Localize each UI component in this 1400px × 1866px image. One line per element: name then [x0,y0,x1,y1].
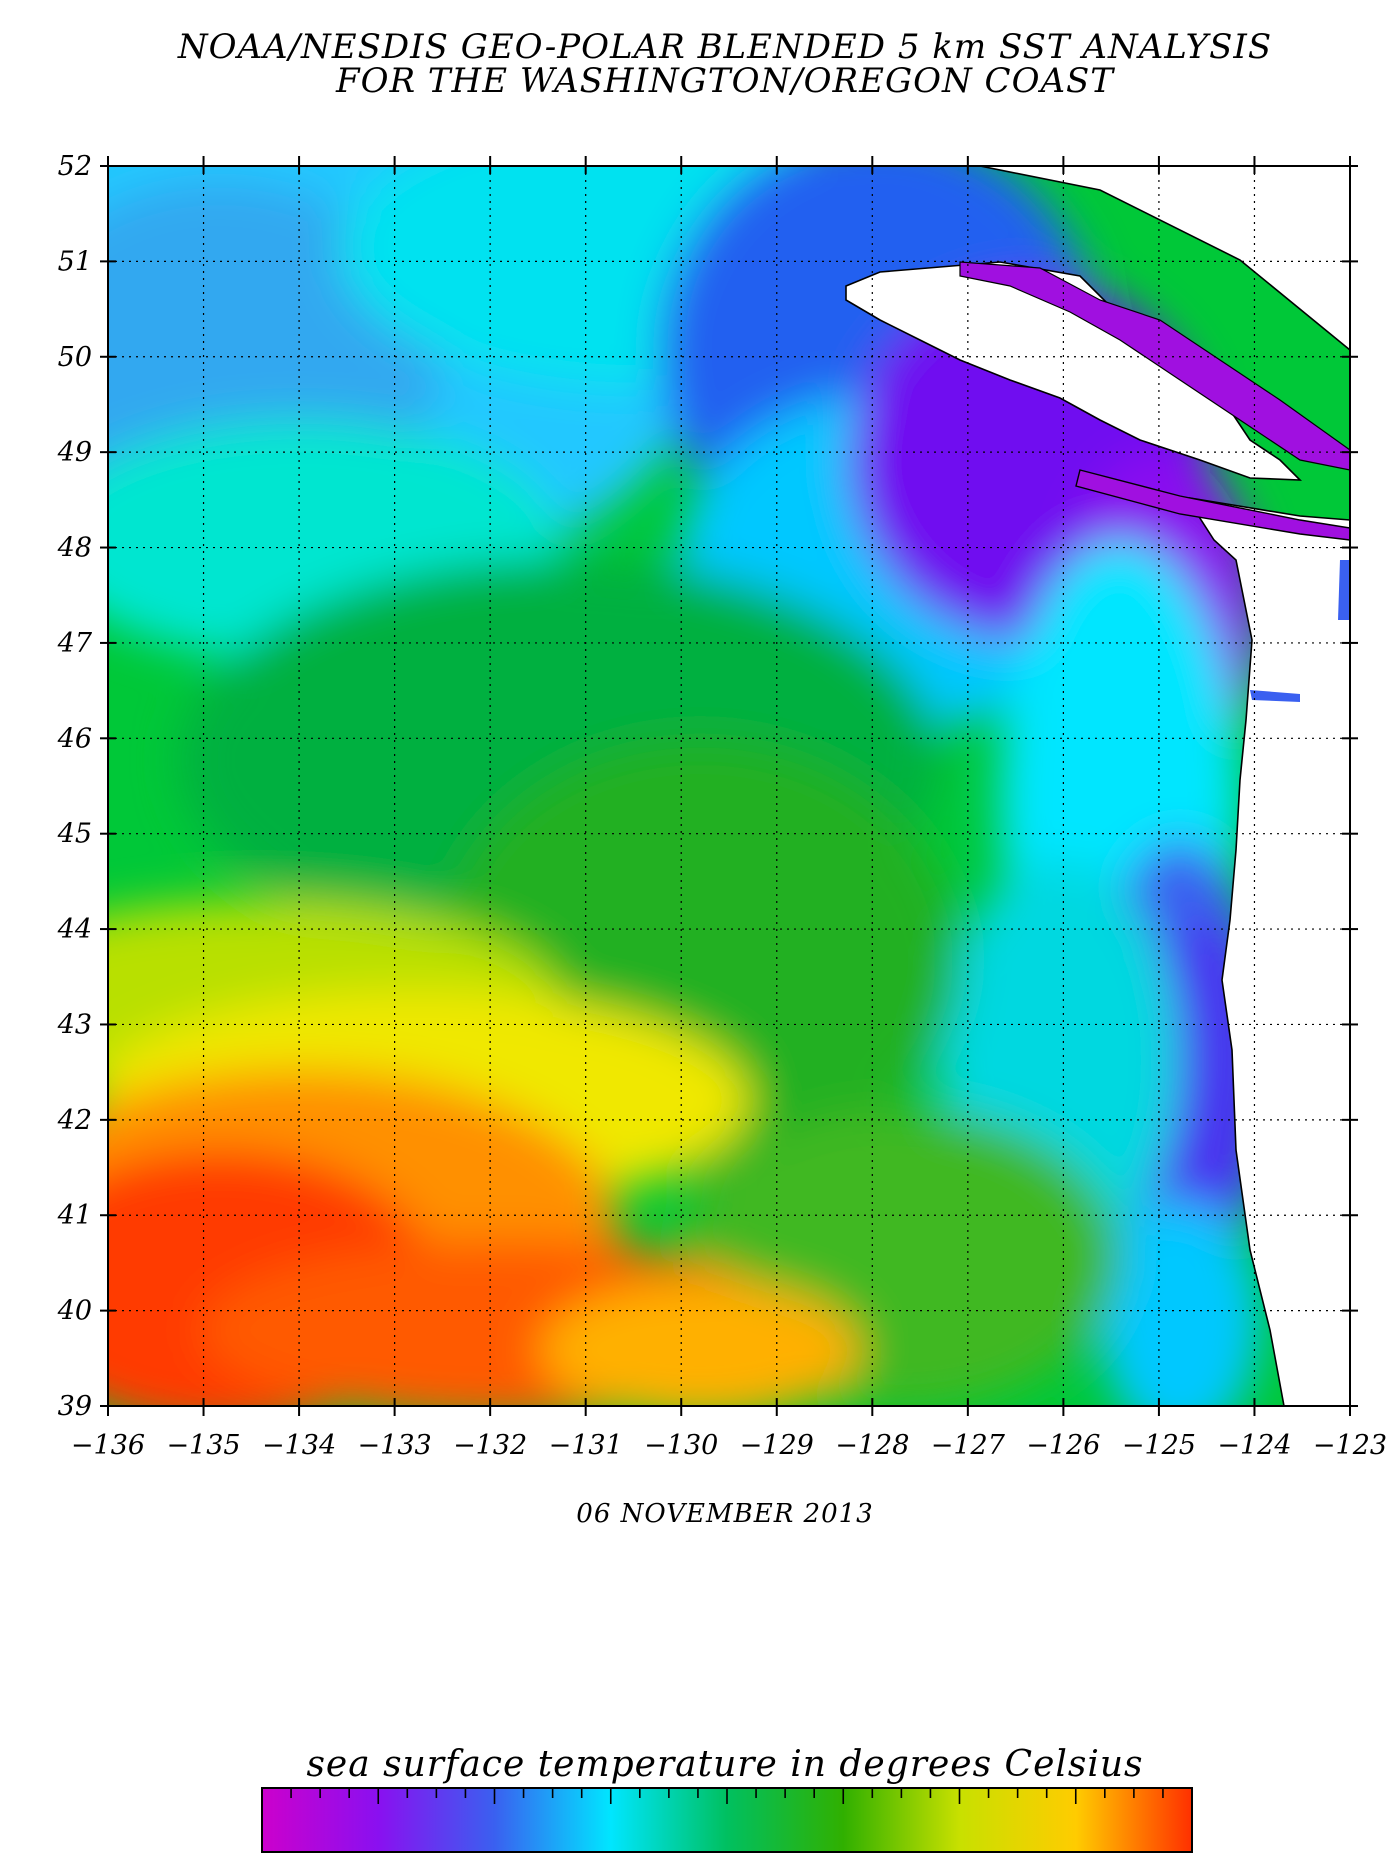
vancouver-island [845,261,1303,481]
lat-label: 42 [57,1105,92,1136]
lon-label: −135 [166,1430,240,1461]
map-title-line2: FOR THE WASHINGTON/OREGON COAST [335,61,1115,101]
strait-of-georgia [959,261,1350,471]
lat-label: 43 [57,1009,92,1040]
colorbar [261,1787,1193,1853]
lon-label: −136 [71,1430,145,1461]
colorbar-ticks [261,1788,1193,1804]
lon-label: −128 [835,1430,909,1461]
latitude-labels: 52 51 50 49 48 47 46 45 44 43 42 41 40 39 [57,151,93,1422]
colorbar-title: sea surface temperature in degrees Celsi… [306,1744,1143,1785]
map-title-line1: NOAA/NESDIS GEO-POLAR BLENDED 5 km SST A… [177,27,1272,67]
lat-label: 39 [58,1391,92,1422]
lat-label: 51 [58,246,92,277]
lon-label: −133 [358,1430,432,1461]
map-frame [107,165,1351,1407]
lat-label: 41 [57,1200,92,1231]
lon-label: −127 [931,1430,1006,1461]
juan-de-fuca-strait [1075,469,1350,541]
puget-sound [1338,560,1350,620]
lat-label: 50 [58,342,92,373]
lon-label: −125 [1122,1430,1196,1461]
lat-label: 52 [58,151,92,182]
lon-label: −123 [1313,1430,1387,1461]
lon-label: −134 [262,1430,336,1461]
lat-label: 49 [57,437,92,468]
mainland-coast [860,166,1350,1406]
lon-label: −126 [1026,1430,1100,1461]
lat-label: 48 [57,533,92,564]
lat-label: 46 [57,723,92,754]
lon-label: −130 [644,1430,718,1461]
land-mass [845,166,1350,1406]
longitude-labels: −136 −135 −134 −133 −132 −131 −130 −129 −128 −127… [71,1430,1387,1461]
columbia-river-mouth [1250,690,1300,702]
lat-label: 44 [57,914,92,945]
lon-label: −129 [740,1430,814,1461]
lon-label: −131 [549,1430,623,1461]
lon-label: −132 [453,1430,527,1461]
analysis-date: 06 NOVEMBER 2013 [576,1499,873,1529]
lat-label: 47 [57,628,93,659]
lat-label: 45 [57,819,92,850]
lat-label: 40 [57,1296,92,1327]
sst-field [108,166,1350,1406]
lon-label: −124 [1217,1430,1291,1461]
